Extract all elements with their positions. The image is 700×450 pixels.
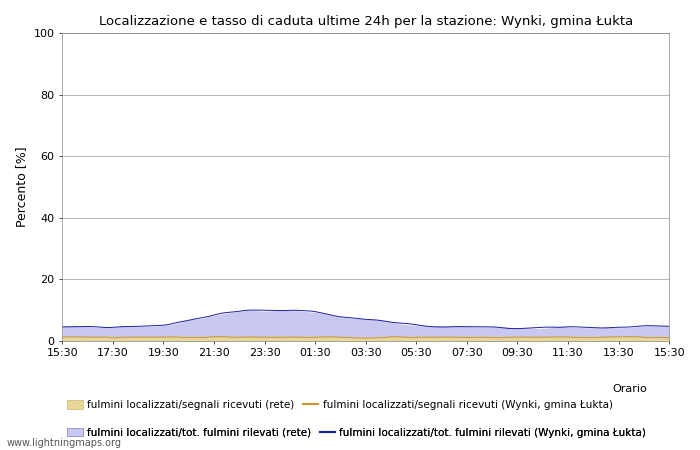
Text: Orario: Orario [612, 384, 648, 394]
Title: Localizzazione e tasso di caduta ultime 24h per la stazione: Wynki, gmina Łukta: Localizzazione e tasso di caduta ultime … [99, 15, 633, 28]
Y-axis label: Percento [%]: Percento [%] [15, 147, 28, 227]
Legend: fulmini localizzati/tot. fulmini rilevati (rete), fulmini localizzati/tot. fulmi: fulmini localizzati/tot. fulmini rilevat… [67, 428, 646, 437]
Text: www.lightningmaps.org: www.lightningmaps.org [7, 438, 122, 448]
